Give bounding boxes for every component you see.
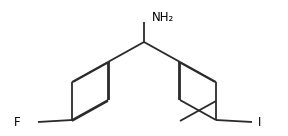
Text: F: F [14,115,21,129]
Text: I: I [258,115,262,129]
Text: NH₂: NH₂ [152,11,174,24]
